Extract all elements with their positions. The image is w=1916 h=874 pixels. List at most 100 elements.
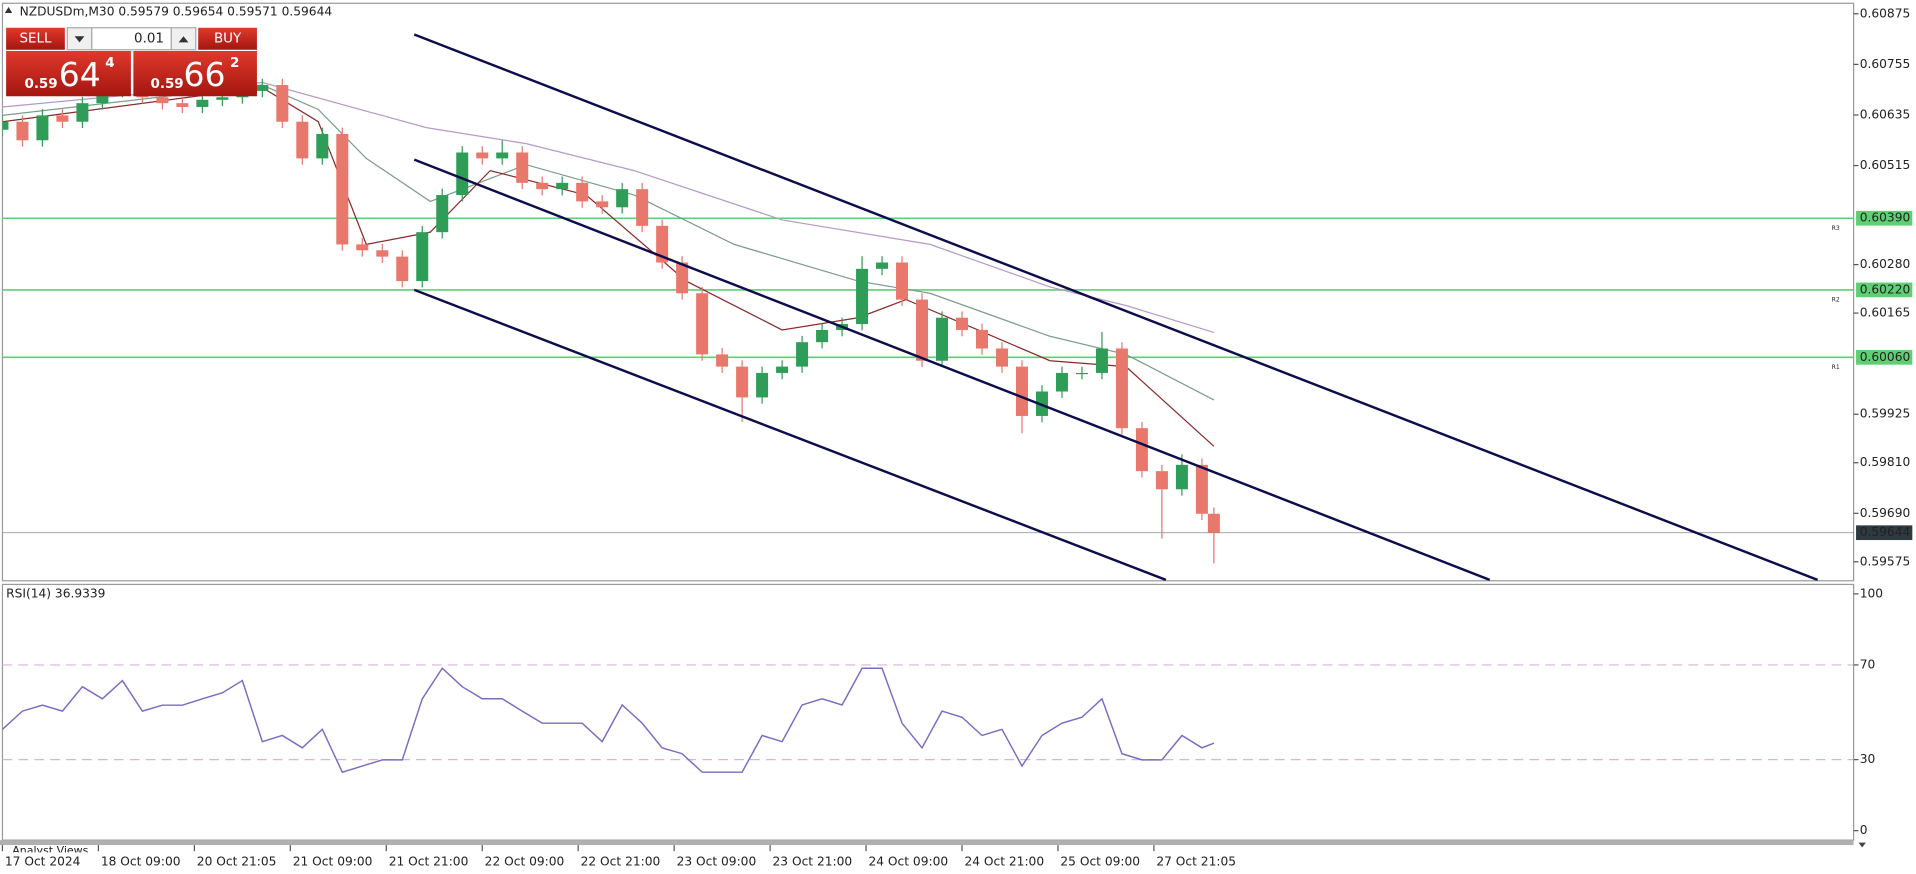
candle-body bbox=[1095, 348, 1108, 373]
x-tick-label: 22 Oct 21:00 bbox=[581, 855, 661, 869]
x-tick-label: 27 Oct 21:05 bbox=[1156, 855, 1236, 869]
price-panel bbox=[1, 2, 1855, 582]
y-tick-label: 0.60515 bbox=[1860, 158, 1911, 172]
sell-fraction[interactable]: 4 bbox=[105, 56, 114, 71]
sell-button[interactable] bbox=[6, 27, 65, 50]
candle-body bbox=[476, 152, 489, 159]
x-tick-label: 23 Oct 09:00 bbox=[677, 855, 757, 869]
candle-body bbox=[716, 354, 729, 367]
candle-body bbox=[736, 366, 749, 398]
sell-pips[interactable]: 64 bbox=[59, 55, 101, 94]
candle-body bbox=[96, 90, 109, 104]
lot-value[interactable]: 0.01 bbox=[134, 32, 164, 47]
candle-body bbox=[995, 348, 1008, 367]
candle-body bbox=[296, 121, 309, 159]
candle-body bbox=[1155, 471, 1168, 490]
last-price-label: 0.59644 bbox=[1860, 525, 1911, 539]
candle-body bbox=[1135, 428, 1148, 472]
candle-body bbox=[1195, 464, 1208, 514]
footer-tab: Analyst Views bbox=[12, 844, 88, 857]
candle-body bbox=[916, 299, 929, 361]
candle-body bbox=[516, 152, 529, 183]
candle-body bbox=[776, 366, 789, 373]
candle-body bbox=[396, 256, 409, 282]
header: NZDUSDm,M30 0.59579 0.59654 0.59571 0.59… bbox=[20, 4, 333, 18]
candle-body bbox=[856, 268, 869, 325]
candle-body bbox=[1015, 366, 1028, 416]
x-tick-label: 21 Oct 09:00 bbox=[293, 855, 373, 869]
buy-button[interactable] bbox=[198, 27, 257, 50]
buy-price-box[interactable] bbox=[133, 50, 257, 97]
moving-average bbox=[2, 84, 1215, 401]
level-name: R2 bbox=[1832, 297, 1840, 304]
candle-body bbox=[496, 152, 509, 159]
level-label: 0.60220 bbox=[1860, 282, 1911, 296]
candle-body bbox=[976, 329, 988, 349]
x-tick-label: 21 Oct 21:00 bbox=[389, 855, 469, 869]
candle-body bbox=[356, 244, 369, 251]
candle-body bbox=[536, 182, 549, 190]
candle-body bbox=[816, 329, 829, 343]
candle-body bbox=[596, 201, 609, 208]
y-tick-label: 70 bbox=[1860, 657, 1876, 671]
level-label-box bbox=[1856, 210, 1913, 226]
candle-body bbox=[616, 189, 629, 208]
y-tick-label: 0.59810 bbox=[1860, 455, 1911, 469]
x-tick-label: 24 Oct 09:00 bbox=[868, 855, 948, 869]
x-tick-label: 25 Oct 09:00 bbox=[1060, 855, 1140, 869]
candle-body bbox=[16, 121, 29, 141]
x-tick-label: 22 Oct 09:00 bbox=[485, 855, 565, 869]
candle-body bbox=[76, 103, 89, 122]
buy-label[interactable]: BUY bbox=[214, 32, 242, 47]
candle-body bbox=[1075, 372, 1088, 375]
candle-body bbox=[1175, 464, 1188, 490]
price-plot: R3 R2 R1 bbox=[2, 33, 1854, 581]
splitter bbox=[0, 840, 1854, 846]
lot-up-icon bbox=[178, 36, 189, 43]
lot-down-icon bbox=[74, 36, 85, 43]
candle-body bbox=[1207, 513, 1220, 533]
y-tick-label: 0.60280 bbox=[1860, 257, 1911, 271]
candle-body bbox=[376, 250, 389, 257]
candle-body bbox=[2, 121, 9, 130]
sell-price-box[interactable] bbox=[6, 50, 131, 97]
candle-body bbox=[456, 152, 469, 196]
candle-body bbox=[556, 182, 569, 190]
candle-body bbox=[756, 372, 769, 398]
x-tick-label: 23 Oct 21:00 bbox=[773, 855, 853, 869]
candle-body bbox=[876, 262, 889, 269]
sell-label[interactable]: SELL bbox=[19, 32, 52, 47]
footer-arrow[interactable] bbox=[1858, 842, 1866, 848]
candle-body bbox=[156, 97, 169, 104]
level-label: 0.60060 bbox=[1860, 350, 1911, 364]
candle-body bbox=[196, 99, 209, 107]
x-tick-label: 24 Oct 21:00 bbox=[964, 855, 1044, 869]
buy-pips[interactable]: 66 bbox=[184, 55, 226, 94]
y-tick-label: 0.60875 bbox=[1860, 6, 1911, 20]
candle-body bbox=[256, 85, 269, 91]
trade-panel: SELL 0.01 BUY 0.59 64 4 0.59 66 2 bbox=[6, 27, 257, 97]
rsi-title: RSI(14) 36.9339 bbox=[6, 587, 105, 601]
rsi-plot bbox=[2, 664, 1854, 774]
candle-body bbox=[656, 225, 669, 263]
buy-big-figure[interactable]: 0.59 bbox=[150, 77, 183, 92]
sell-big-figure[interactable]: 0.59 bbox=[24, 77, 57, 92]
footer-text[interactable]: Analyst Views bbox=[12, 844, 88, 857]
level-label-box bbox=[1856, 350, 1913, 365]
candle-body bbox=[176, 103, 189, 107]
candle-body bbox=[696, 293, 709, 355]
y-tick-label: 0 bbox=[1860, 823, 1868, 837]
y-tick-label: 0.59690 bbox=[1860, 506, 1911, 520]
candle-body bbox=[1115, 348, 1128, 429]
buy-fraction[interactable]: 2 bbox=[230, 56, 239, 71]
level-label: 0.60390 bbox=[1860, 211, 1911, 225]
candle-body bbox=[576, 182, 589, 202]
candle-body bbox=[956, 317, 969, 330]
y-tick-label: 0.60635 bbox=[1860, 107, 1911, 121]
candle-body bbox=[636, 189, 649, 226]
header-icon bbox=[4, 6, 13, 14]
candle-body bbox=[796, 342, 809, 367]
